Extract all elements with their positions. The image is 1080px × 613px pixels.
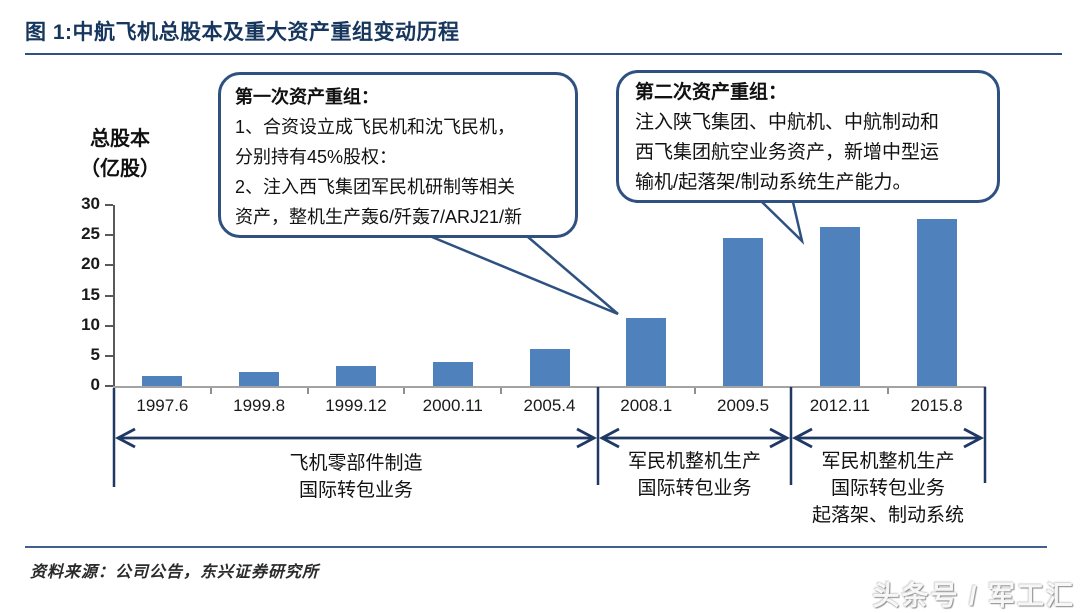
y-tick-mark [105, 264, 113, 267]
callout-2-line: 西飞集团航空业务资产，新增中型运 [635, 142, 940, 163]
y-tick-mark [105, 324, 113, 327]
bar-2009.5 [723, 237, 764, 386]
phase-arrows [115, 427, 984, 449]
y-tick-label: 5 [90, 344, 100, 364]
y-tick-label: 10 [81, 314, 100, 334]
callout-2-line: 注入陕飞集团、中航机、中航制动和 [635, 112, 940, 133]
bar-2000.11 [432, 362, 473, 386]
bar-1999.12 [335, 365, 376, 386]
phase-label-whole-aircraft-landing-gear: 军民机整机生产 国际转包业务 起落架、制动系统 [791, 448, 985, 529]
y-axis-title-line1: 总股本 [90, 128, 150, 150]
bar-1997.6 [142, 375, 183, 386]
y-tick-mark [105, 204, 113, 206]
bar-2005.4 [529, 348, 570, 386]
y-axis-title-line2: （亿股） [80, 158, 160, 180]
x-minor-tick [306, 388, 309, 394]
x-label-2009.5: 2009.5 [717, 396, 770, 415]
y-axis-line [113, 205, 115, 388]
x-minor-tick [596, 388, 599, 394]
x-label-1999.12: 1999.12 [325, 396, 387, 415]
y-tick-mark [105, 294, 113, 297]
x-label-2012.11: 2012.11 [809, 396, 870, 415]
x-label-2005.4: 2005.4 [523, 396, 576, 415]
x-label-2015.8: 2015.8 [910, 396, 963, 415]
phase-label-parts-manufacturing: 飞机零部件制造 国际转包业务 [114, 450, 598, 504]
y-tick-mark [105, 354, 113, 357]
callout-2-line: 输机/起落架/制动系统生产能力。 [635, 172, 912, 193]
callout-1-line: 1、合资设立成飞民机和沈飞民机， [235, 117, 516, 137]
x-label-2008.1: 2008.1 [620, 396, 673, 415]
x-axis-line [113, 386, 986, 388]
y-tick-mark [105, 234, 113, 237]
x-minor-tick [790, 388, 793, 394]
y-tick-label: 20 [81, 254, 100, 274]
title-underline [25, 53, 1062, 55]
callout-first-restructuring: 第一次资产重组： 1、合资设立成飞民机和沈飞民机， 分别持有45%股权： 2、注… [218, 72, 578, 238]
callout-1-heading: 第一次资产重组： [235, 87, 379, 107]
callout-1-line: 分别持有45%股权： [235, 147, 398, 167]
x-label-1997.6: 1997.6 [136, 396, 189, 415]
x-label-1999.8: 1999.8 [233, 396, 286, 415]
x-minor-tick [693, 388, 696, 394]
callout-1-line: 资产，整机生产轰6/歼轰7/ARJ21/新 [235, 207, 523, 227]
plot-area: 30 25 20 15 10 5 0 [81, 194, 986, 394]
phase-2-line: 国际转包业务 [637, 478, 752, 499]
figure-title: 图 1:中航飞机总股本及重大资产重组变动历程 [25, 21, 460, 44]
bar-1999.8 [239, 372, 280, 386]
callout-second-restructuring: 第二次资产重组： 注入陕飞集团、中航机、中航制动和 西飞集团航空业务资产，新增中… [616, 70, 1000, 203]
phase-1-line: 国际转包业务 [298, 480, 413, 501]
phase-3-line: 军民机整机生产 [821, 451, 955, 472]
callout-2-heading: 第二次资产重组： [635, 82, 788, 103]
phase-label-whole-aircraft: 军民机整机生产 国际转包业务 [598, 448, 791, 502]
phase-2-line: 军民机整机生产 [627, 451, 761, 472]
x-minor-tick [500, 388, 503, 394]
phase-3-line: 国际转包业务 [830, 478, 945, 499]
y-tick-mark [105, 385, 113, 387]
y-tick-label: 0 [90, 375, 100, 394]
data-source-note: 资料来源：公司公告，东兴证券研究所 [30, 564, 320, 581]
y-tick-label: 30 [81, 194, 100, 213]
bar-2012.11 [819, 226, 860, 386]
bar-2015.8 [916, 219, 957, 386]
toutiao-watermark: 头条号 / 军工汇 [872, 581, 1075, 611]
y-tick-label: 25 [81, 224, 100, 244]
y-tick-label: 15 [81, 284, 100, 304]
bar-2008.1 [626, 317, 667, 386]
phase-1-line: 飞机零部件制造 [289, 453, 423, 474]
x-minor-tick [887, 388, 890, 394]
footer-rule [25, 546, 1047, 548]
x-label-2000.11: 2000.11 [422, 396, 483, 415]
callout-1-line: 2、注入西飞集团军民机研制等相关 [235, 177, 516, 197]
x-minor-tick [209, 388, 212, 394]
phase-3-line: 起落架、制动系统 [811, 505, 964, 526]
x-minor-tick [403, 388, 406, 394]
y-axis-title: 总股本 （亿股） [80, 124, 160, 184]
